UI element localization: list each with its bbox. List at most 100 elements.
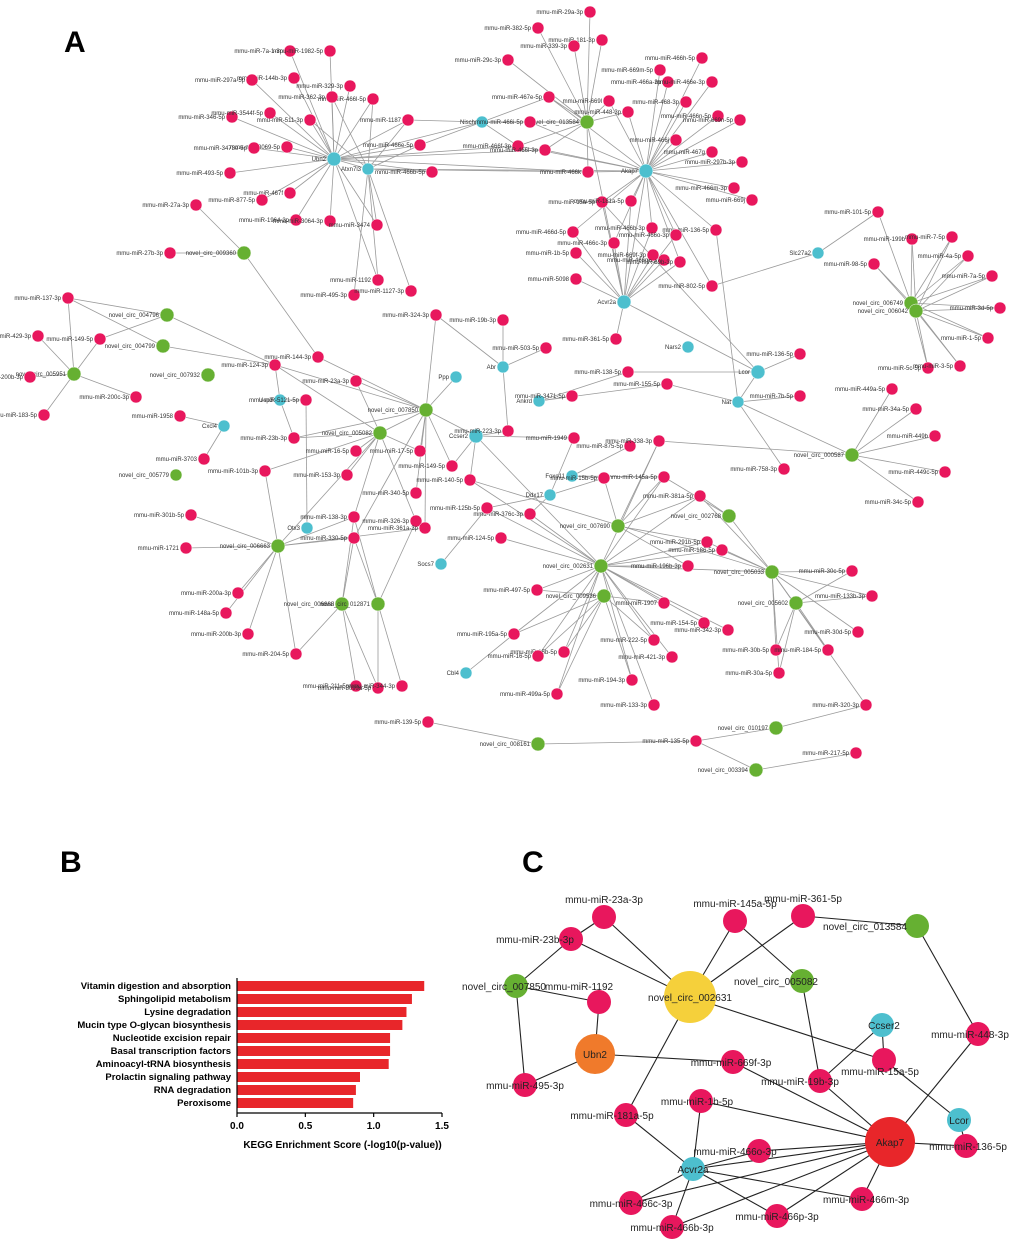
node-circle xyxy=(449,370,463,384)
network-a-edges xyxy=(29,11,1001,771)
network-c-node-466p: mmu-miR-466p-3p xyxy=(735,1204,819,1228)
network-a-node-m60: mmu-miR-1192 xyxy=(330,273,385,287)
network-a-edge xyxy=(851,408,917,456)
node-circle xyxy=(370,218,384,232)
network-a-node-m46: mmu-miR-511-3p xyxy=(257,113,317,127)
network-a-edge xyxy=(367,98,374,170)
node-label: mmu-miR-155-5p xyxy=(613,382,660,388)
node-label: Akap7 xyxy=(876,1138,905,1149)
node-label: mmu-miR-1b-5p xyxy=(661,1097,734,1108)
network-c-node-448: mmu-miR-448-3p xyxy=(931,1022,1009,1046)
node-circle xyxy=(638,163,654,179)
node-label: mmu-miR-329-3p xyxy=(296,84,343,90)
network-a-edge xyxy=(627,111,647,172)
network-a-edge xyxy=(37,335,75,375)
network-a-edge xyxy=(795,602,829,651)
node-circle xyxy=(681,1157,705,1181)
network-a-node-m116: mmu-miR-497-5p xyxy=(483,583,544,597)
network-a-edge xyxy=(293,409,427,439)
network-a-edge xyxy=(600,565,655,706)
network-c-node-361: mmu-miR-361-5p xyxy=(764,894,842,928)
node-label: mmu-miR-15a-5p xyxy=(841,1067,919,1078)
network-a-edge xyxy=(274,364,427,411)
node-label: mmu-miR-34a-5p xyxy=(862,407,909,413)
network-a-node-m19: mmu-miR-466m-3p xyxy=(675,181,741,195)
network-a-node-m103: mmu-miR-223-3p xyxy=(454,424,515,438)
node-circle xyxy=(371,273,385,287)
network-a-node-c000587: novel_circ_000587 xyxy=(794,447,860,463)
node-label: Cbl4 xyxy=(447,671,460,677)
network-a-edge xyxy=(645,81,713,172)
node-label: Ddx17 xyxy=(526,493,544,499)
node-circle xyxy=(93,332,107,346)
network-a-edge xyxy=(333,158,379,281)
network-c-edge xyxy=(594,1053,734,1063)
node-label: mmu-miR-466o-3p xyxy=(619,233,670,239)
node-circle xyxy=(557,645,571,659)
node-circle xyxy=(587,990,611,1014)
node-label: mmu-miR-3471-5p xyxy=(515,394,566,400)
x-tick-label-1: 0.5 xyxy=(298,1121,312,1132)
network-c-edge xyxy=(515,985,600,1003)
network-a-node-m98: mmu-miR-361-5p xyxy=(562,332,623,346)
node-circle xyxy=(669,228,683,242)
node-circle xyxy=(565,389,579,403)
network-a-node-m37: mmu-miR-7a-1-3p xyxy=(234,44,297,58)
node-circle xyxy=(283,44,297,58)
network-a-edge xyxy=(910,302,1001,309)
network-a-node-m22: mmu-miR-466f-3p xyxy=(463,139,525,153)
node-label: mmu-miR-324-3p xyxy=(382,313,429,319)
node-circle xyxy=(66,366,82,382)
node-label: novel_circ_008161 xyxy=(480,742,531,748)
node-circle xyxy=(404,284,418,298)
network-a-node-c006668: novel_circ_006668 xyxy=(284,596,350,612)
bar-label-3: Mucin type O-glycan biosynthesis xyxy=(77,1020,231,1031)
node-circle xyxy=(748,762,764,778)
network-a-edge xyxy=(666,383,739,403)
network-a-node-m58: mmu-miR-27a-3p xyxy=(142,198,203,212)
network-a-edge xyxy=(67,297,168,316)
node-label: mmu-miR-200a-3p xyxy=(181,591,232,597)
network-a-node-m14: mmu-miR-466n-5p xyxy=(661,109,725,123)
network-c-node-akap7: Akap7 xyxy=(865,1117,915,1167)
node-circle xyxy=(689,1089,713,1113)
network-a-edge xyxy=(353,409,427,539)
node-label: mmu-miR-133-3p xyxy=(600,703,647,709)
node-label: mmu-miR-495-3p xyxy=(486,1081,564,1092)
node-label: mmu-miR-466f-3p xyxy=(463,144,512,150)
node-label: novel_circ_003394 xyxy=(698,768,749,774)
network-a-edge xyxy=(537,595,605,657)
network-a-edge xyxy=(538,371,629,402)
network-a-edge xyxy=(341,537,355,605)
node-circle xyxy=(459,666,473,680)
network-a-node-m102: mmu-miR-875-5p xyxy=(576,439,637,453)
node-circle xyxy=(844,447,860,463)
network-a-node-c002631: novel_circ_002631 xyxy=(543,558,609,574)
node-circle xyxy=(468,428,484,444)
network-a-edge xyxy=(603,595,633,681)
bar-1 xyxy=(237,994,412,1004)
node-circle xyxy=(731,395,745,409)
node-label: novel_circ_006042 xyxy=(858,309,909,315)
network-a-edge xyxy=(99,314,168,340)
node-circle xyxy=(647,698,661,712)
network-a-edge xyxy=(481,96,550,123)
node-label: mmu-miR-15b-5p xyxy=(550,476,597,482)
network-a-edge xyxy=(379,432,417,522)
node-circle xyxy=(727,181,741,195)
network-a-edge xyxy=(795,595,873,604)
node-label: mmu-miR-200b-3p xyxy=(191,632,242,638)
network-a-node-slc: Slc27a2 xyxy=(789,246,825,260)
node-circle xyxy=(700,535,714,549)
network-a-edge xyxy=(795,570,853,604)
network-a-node-m33: mmu-miR-1b-5p xyxy=(526,246,583,260)
network-a-edge xyxy=(617,525,689,567)
node-circle xyxy=(349,444,363,458)
network-a-edge xyxy=(286,146,335,160)
node-circle xyxy=(790,969,814,993)
network-a-edge xyxy=(600,495,701,567)
node-circle xyxy=(347,510,361,524)
node-circle xyxy=(645,221,659,235)
node-label: mmu-miR-669n-5p xyxy=(683,118,734,124)
network-a-node-m69: mmu-miR-200c-3p xyxy=(79,390,143,404)
